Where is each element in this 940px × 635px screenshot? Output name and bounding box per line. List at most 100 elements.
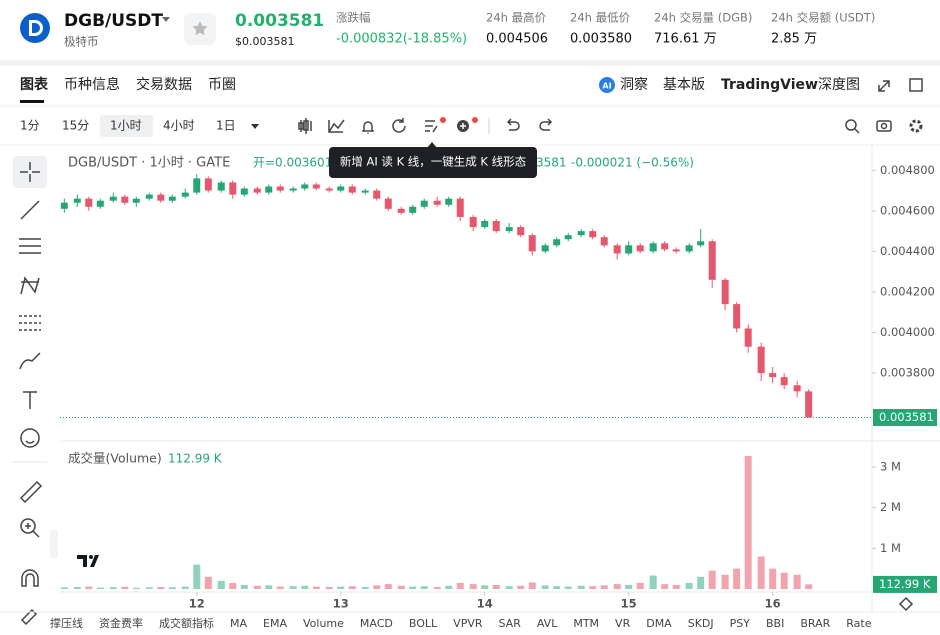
volume-bar	[289, 586, 297, 589]
text-tool[interactable]	[23, 391, 37, 409]
indicator[interactable]: MA	[230, 617, 247, 630]
redo-icon[interactable]	[539, 118, 553, 131]
indicator[interactable]: 成交额指标	[159, 616, 214, 630]
volume-bar	[265, 585, 273, 589]
view-tab[interactable]: 深度图	[818, 77, 860, 93]
indicator[interactable]: SAR	[499, 617, 522, 630]
replay-icon[interactable]	[392, 118, 406, 133]
candle-body	[708, 241, 716, 280]
volume-bar	[469, 584, 477, 589]
indicator[interactable]: MACD	[360, 617, 393, 630]
interval[interactable]: 4小时	[163, 119, 195, 133]
indicator[interactable]: DMA	[646, 617, 672, 630]
symbol-caret[interactable]	[162, 17, 170, 22]
candle-body	[337, 186, 345, 191]
stat-value: 0.004506	[486, 32, 548, 47]
candle-body	[636, 245, 644, 252]
indicator[interactable]: Volume	[303, 617, 344, 630]
x-tick-label: 15	[621, 597, 637, 611]
candle-body	[733, 304, 741, 329]
candle-body	[517, 227, 525, 236]
indicator[interactable]: Rate	[846, 617, 871, 630]
tab[interactable]: 币圈	[208, 77, 236, 93]
indicator[interactable]: PSY	[730, 617, 751, 630]
zoom-tool[interactable]	[20, 518, 36, 534]
view-tab[interactable]: TradingView	[721, 77, 818, 93]
indicator[interactable]: MTM	[573, 617, 599, 630]
indicator[interactable]: VR	[615, 617, 631, 630]
volume-bar	[409, 586, 417, 589]
brush-tool[interactable]	[19, 352, 41, 370]
emoji-smile	[25, 440, 35, 444]
pattern-tool[interactable]	[20, 276, 40, 295]
window-icon[interactable]	[909, 78, 923, 92]
undo-icon[interactable]	[506, 118, 520, 131]
candle-body	[469, 216, 477, 228]
lock-tool[interactable]	[20, 608, 38, 626]
view-tab[interactable]: 洞察	[620, 76, 648, 93]
interval-caret[interactable]	[251, 124, 259, 129]
candle-body	[193, 178, 201, 193]
tab[interactable]: 币种信息	[64, 76, 120, 93]
fullscreen-icon[interactable]	[878, 80, 890, 92]
x-tick-label: 13	[333, 597, 349, 611]
tool-active-bg	[13, 156, 47, 188]
volume-bar	[121, 586, 129, 589]
axis-settings-icon[interactable]	[898, 596, 914, 612]
crosshair-tool[interactable]	[20, 162, 40, 182]
tab[interactable]: 交易数据	[136, 76, 192, 93]
ruler-tool[interactable]	[19, 480, 43, 504]
indicator[interactable]: BBI	[766, 617, 784, 630]
stats: 24h 最高价 0.004506 24h 最低价 0.003580 24h 交易量 (D…	[486, 11, 875, 47]
alert-icon[interactable]	[362, 121, 374, 134]
search-icon[interactable]	[845, 119, 857, 131]
view-tab[interactable]: 基本版	[663, 76, 705, 93]
magnet-tool[interactable]	[21, 569, 39, 587]
insight-icon[interactable]	[599, 77, 615, 93]
indicator[interactable]: 资金费率	[99, 616, 143, 630]
screenshot-icon[interactable]	[876, 120, 892, 132]
indicator[interactable]: VPVR	[453, 617, 483, 630]
volume-bar	[589, 586, 597, 589]
interval[interactable]: 15分	[62, 119, 89, 133]
volume-bar	[733, 568, 741, 589]
candle-body	[132, 198, 140, 203]
volume-bar	[325, 586, 333, 589]
candle-type-icon[interactable]	[298, 118, 312, 134]
fib-tool[interactable]	[19, 315, 41, 331]
indicator[interactable]: SKDJ	[688, 617, 714, 630]
volume-bar	[492, 584, 500, 589]
x-tick-label: 14	[477, 597, 493, 611]
indicator[interactable]: EMA	[263, 617, 287, 630]
candle-body	[553, 239, 561, 246]
symbol[interactable]: DGB/USDT	[64, 11, 163, 31]
parallel-tool[interactable]	[19, 238, 41, 254]
favorite-star[interactable]	[192, 21, 208, 36]
header-gap	[0, 60, 940, 66]
indicator[interactable]: BOLL	[409, 617, 438, 630]
interval[interactable]: 1分	[20, 119, 40, 133]
indicator[interactable]: BRAR	[800, 617, 830, 630]
interval[interactable]: 1日	[216, 119, 236, 133]
candle-body	[625, 245, 633, 254]
interval[interactable]: 1小时	[110, 119, 142, 133]
volume-bar	[553, 586, 561, 589]
trendline-tool[interactable]	[20, 200, 40, 220]
candle-body	[204, 178, 212, 191]
candle-body	[793, 385, 801, 392]
stat-value: 0.003580	[570, 32, 632, 47]
volume-bar	[348, 586, 356, 589]
indicator-icon[interactable]	[328, 119, 345, 133]
volume-bar	[672, 584, 680, 589]
tab[interactable]: 图表	[20, 76, 49, 93]
candle-body	[265, 186, 273, 193]
settings-icon[interactable]	[909, 119, 923, 133]
stat-label: 24h 最低价	[570, 11, 631, 25]
emoji-tool[interactable]	[20, 428, 40, 448]
indicator[interactable]: AVL	[537, 617, 558, 630]
panel-toggle[interactable]	[50, 530, 58, 558]
indicator[interactable]: 撑压线	[50, 616, 83, 630]
ai-kline-icon[interactable]	[425, 120, 438, 133]
x-tick-label: 16	[765, 597, 781, 611]
